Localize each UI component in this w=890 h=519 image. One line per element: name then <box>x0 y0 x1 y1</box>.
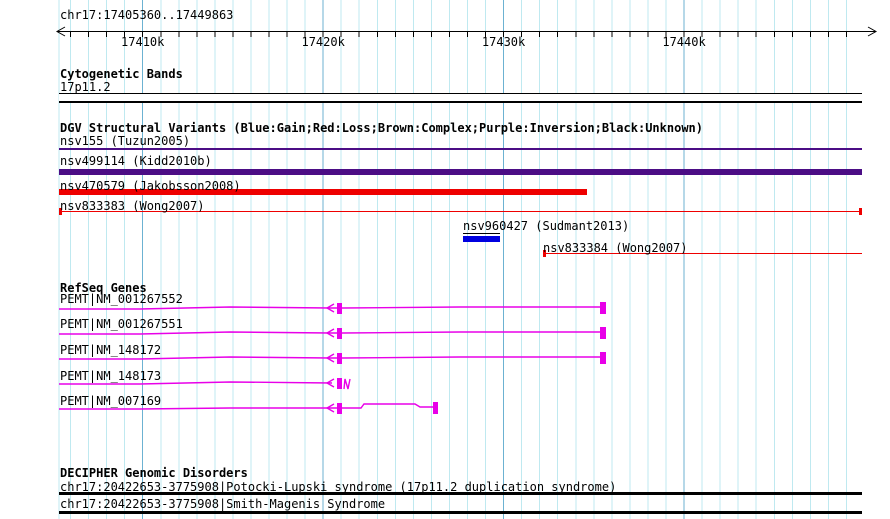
cytoband-top-border <box>59 93 862 94</box>
gene-strand-arrow-icon <box>325 328 335 338</box>
cytoband-bottom-border <box>59 101 862 103</box>
gene-label[interactable]: PEMT|NM_148173 <box>60 369 162 383</box>
disorder-bar[interactable] <box>59 511 862 514</box>
variant-bar[interactable] <box>59 189 587 195</box>
disorder-label[interactable]: chr17:20422653-3775908|Smith-Magenis Syn… <box>60 497 386 511</box>
exon-block[interactable] <box>433 402 438 414</box>
variant-bar[interactable] <box>59 148 862 150</box>
gene-line[interactable] <box>59 306 604 310</box>
gene-line-zigzag <box>343 378 351 390</box>
variant-label[interactable]: nsv499114 (Kidd2010b) <box>60 154 212 168</box>
variant-label[interactable]: nsv833383 (Wong2007) <box>60 199 205 213</box>
gene-strand-arrow-icon <box>325 303 335 313</box>
disorder-label[interactable]: chr17:20422653-3775908|Potocki-Lupski sy… <box>60 480 617 494</box>
gene-strand-arrow-icon <box>325 378 335 388</box>
variant-end-cap <box>859 208 862 215</box>
exon-block[interactable] <box>337 303 342 314</box>
gene-label[interactable]: PEMT|NM_007169 <box>60 394 162 408</box>
variant-label[interactable]: nsv833384 (Wong2007) <box>543 241 688 255</box>
track-title-cytogenetic-bands: Cytogenetic Bands <box>60 67 183 81</box>
cytoband-box[interactable] <box>59 93 862 103</box>
variant-label[interactable]: nsv155 (Tuzun2005) <box>60 134 191 148</box>
track-title-dgv-structural-variants: DGV Structural Variants (Blue:Gain;Red:L… <box>60 121 703 135</box>
ruler-tick-label: 17420k <box>301 35 345 49</box>
variant-label[interactable]: nsv960427 (Sudmant2013) <box>463 219 630 233</box>
variant-bar[interactable] <box>59 211 862 212</box>
exon-block[interactable] <box>337 403 342 414</box>
gene-label[interactable]: PEMT|NM_001267551 <box>60 317 183 331</box>
region-label: chr17:17405360..17449863 <box>60 8 234 22</box>
gene-line[interactable] <box>59 403 436 410</box>
gene-line[interactable] <box>59 331 604 335</box>
variant-label[interactable]: nsv470579 (Jakobsson2008) <box>60 179 241 193</box>
ruler-tick-label: 17410k <box>121 35 165 49</box>
exon-block[interactable] <box>600 352 606 364</box>
ruler-tick-label: 17430k <box>481 35 526 49</box>
cytoband-label[interactable]: 17p11.2 <box>60 80 111 94</box>
exon-block[interactable] <box>337 328 342 339</box>
track-title-refseq-genes: RefSeq Genes <box>60 281 147 295</box>
disorder-bar[interactable] <box>59 492 862 495</box>
ruler-right-arrow-icon <box>867 26 878 37</box>
variant-end-cap <box>543 250 546 257</box>
track-title-decipher-genomic-disorders: DECIPHER Genomic Disorders <box>60 466 248 480</box>
gene-strand-arrow-icon <box>325 403 335 413</box>
gene-label[interactable]: PEMT|NM_148172 <box>60 343 162 357</box>
gene-strand-arrow-icon <box>325 353 335 363</box>
exon-block[interactable] <box>600 327 606 339</box>
gene-label[interactable]: PEMT|NM_001267552 <box>60 292 183 306</box>
ruler-tick-label: 17440k <box>662 35 706 49</box>
gene-line[interactable] <box>59 356 604 360</box>
exon-block[interactable] <box>337 378 342 389</box>
gene-line[interactable] <box>59 381 333 385</box>
variant-bounds-line <box>463 233 500 234</box>
exon-block[interactable] <box>600 302 606 314</box>
variant-bar[interactable] <box>543 253 862 254</box>
exon-block[interactable] <box>337 353 342 364</box>
variant-end-cap <box>59 208 62 215</box>
variant-bar[interactable] <box>59 169 862 175</box>
ruler-left-arrow-icon <box>55 26 66 37</box>
variant-bar[interactable] <box>463 236 500 242</box>
